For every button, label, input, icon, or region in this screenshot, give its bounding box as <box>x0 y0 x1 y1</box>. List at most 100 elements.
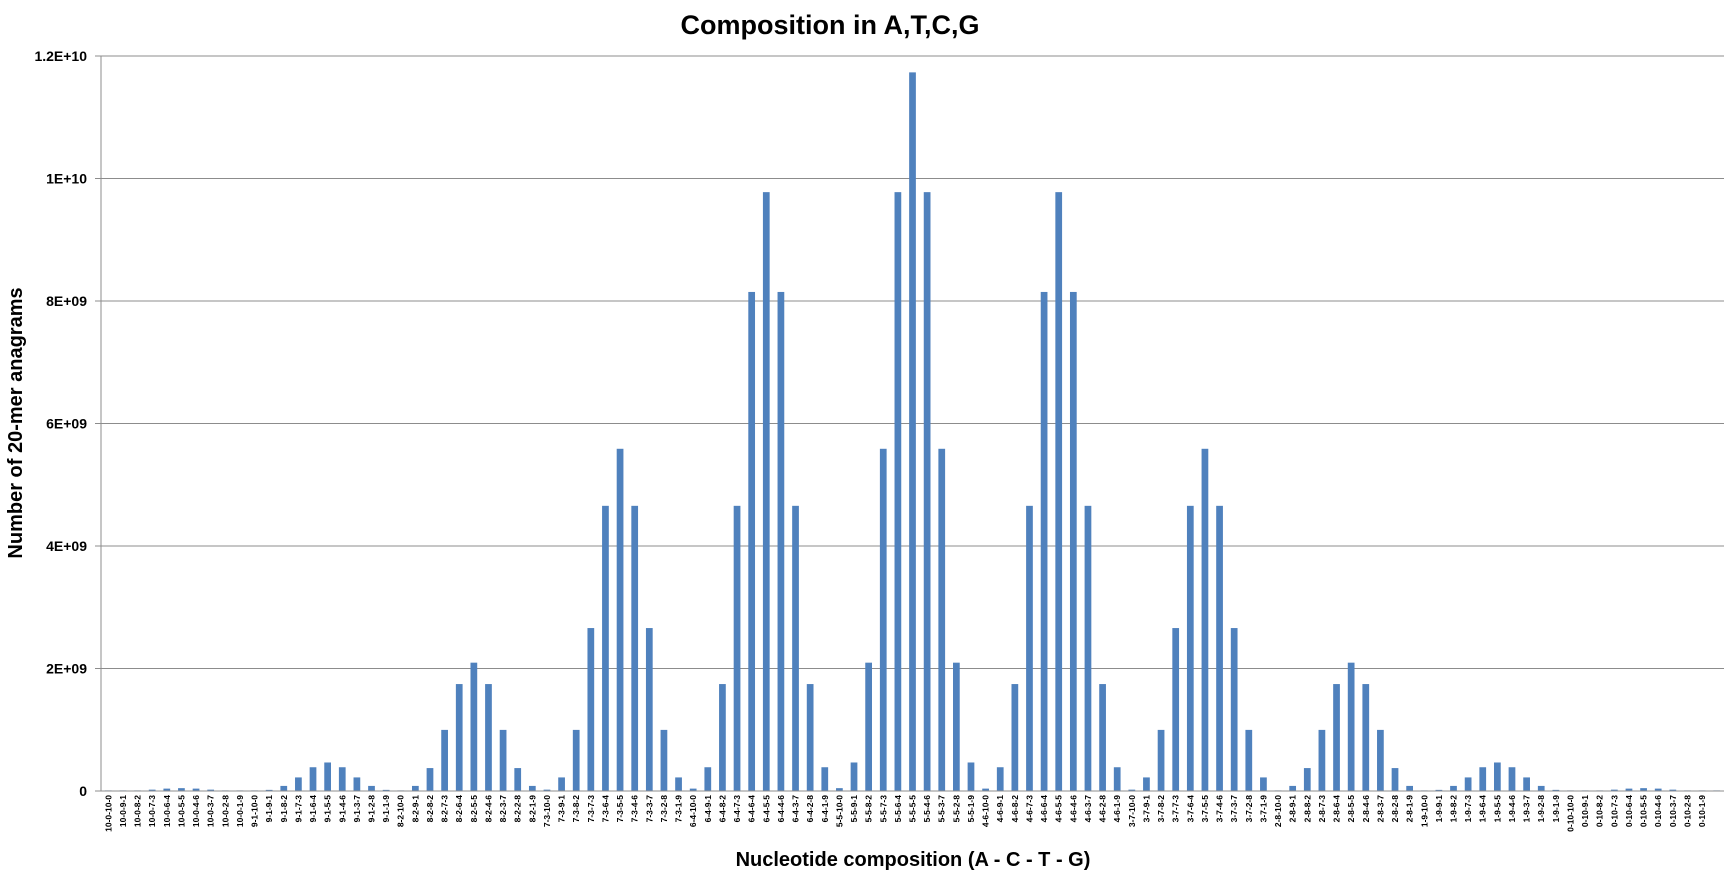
x-tick-label: 7-3-1-9 <box>674 795 684 823</box>
x-tick-label: 5-5-4-6 <box>922 795 932 823</box>
bar-9-1-2-8 <box>368 785 375 791</box>
x-tick-label: 0-10-8-2 <box>1595 795 1605 827</box>
bar-10-0-5-5 <box>178 788 185 791</box>
x-tick-label: 0-10-4-6 <box>1653 795 1663 827</box>
x-tick-label: 8-2-8-2 <box>425 795 435 823</box>
bar-9-1-6-4 <box>309 767 317 791</box>
bar-7-3-4-6 <box>631 505 639 791</box>
x-tick-label: 7-3-3-7 <box>644 795 654 823</box>
x-tick-label: 0-10-2-8 <box>1682 795 1692 827</box>
bar-5-5-2-8 <box>953 662 960 791</box>
x-tick-label: 0-10-10-0 <box>1565 795 1575 832</box>
x-tick-label: 3-7-7-3 <box>1171 795 1181 823</box>
x-tick-label: 1-9-6-4 <box>1478 795 1488 823</box>
x-tick-label: 2-8-8-2 <box>1302 795 1312 823</box>
x-tick-label: 9-1-1-9 <box>381 795 391 823</box>
x-tick-label: 2-8-10-0 <box>1273 795 1283 827</box>
bars <box>104 72 1721 792</box>
bar-2-8-6-4 <box>1333 684 1340 791</box>
bar-3-7-10-0 <box>1128 789 1136 791</box>
x-tick-label: 10-0-9-1 <box>118 795 128 827</box>
bar-7-3-3-7 <box>645 628 653 791</box>
y-axis-ticks: 0 2E+09 4E+09 6E+09 8E+09 1E+10 1.2E+10 <box>34 48 87 799</box>
x-tick-label: 7-3-9-1 <box>557 795 567 823</box>
x-tick-label: 10-0-2-8 <box>220 795 230 827</box>
x-tick-label: 2-8-6-4 <box>1332 795 1342 823</box>
x-tick-label: 10-0-6-4 <box>162 795 172 827</box>
bar-5-5-1-9 <box>967 762 975 791</box>
bar-6-4-7-3 <box>733 505 741 791</box>
x-tick-label: 7-3-6-4 <box>600 795 610 823</box>
y-tick-label: 1.2E+10 <box>34 48 87 64</box>
x-tick-label: 1-9-8-2 <box>1449 795 1459 823</box>
bar-1-9-8-2 <box>1450 785 1457 791</box>
x-tick-label: 9-1-6-4 <box>308 795 318 823</box>
bar-5-5-6-4 <box>894 192 902 791</box>
bar-3-7-9-1 <box>1143 777 1150 791</box>
bar-1-9-9-1 <box>1435 789 1443 791</box>
bar-2-8-4-6 <box>1362 684 1370 791</box>
bar-7-3-6-4 <box>602 505 609 791</box>
x-tick-label: 1-9-4-6 <box>1507 795 1517 823</box>
x-tick-label: 9-1-9-1 <box>264 795 274 823</box>
bar-8-2-6-4 <box>455 684 463 791</box>
bar-8-2-8-2 <box>426 768 434 791</box>
x-tick-label: 2-8-3-7 <box>1375 795 1385 823</box>
x-tick-label: 6-4-1-9 <box>820 795 830 823</box>
x-tick-label: 10-0-1-9 <box>235 795 245 827</box>
x-tick-label: 8-2-10-0 <box>396 795 406 827</box>
x-tick-label: 3-7-5-5 <box>1200 795 1210 823</box>
bar-7-3-5-5 <box>616 448 624 791</box>
x-tick-label: 7-3-2-8 <box>659 795 669 823</box>
x-tick-label: 10-0-7-3 <box>147 795 157 827</box>
x-tick-label: 5-5-8-2 <box>864 795 874 823</box>
bar-3-7-2-8 <box>1245 729 1253 791</box>
x-tick-label: 4-6-7-3 <box>1024 795 1034 823</box>
x-tick-label: 5-5-6-4 <box>893 795 903 823</box>
bar-9-1-3-7 <box>353 777 361 791</box>
bar-7-3-7-3 <box>587 628 595 791</box>
x-tick-label: 8-2-9-1 <box>410 795 420 823</box>
x-tick-label: 2-8-9-1 <box>1288 795 1298 823</box>
x-tick-label: 3-7-4-6 <box>1215 795 1225 823</box>
bar-10-0-7-3 <box>148 789 156 791</box>
bar-1-9-2-8 <box>1537 785 1545 791</box>
x-tick-label: 10-0-8-2 <box>133 795 143 827</box>
x-tick-label: 3-7-10-0 <box>1127 795 1137 827</box>
x-tick-label: 4-6-3-7 <box>1083 795 1093 823</box>
x-axis-ticks: 10-0-10-0 10-0-9-1 10-0-8-2 10-0-7-3 10-0-6-… <box>103 795 1707 832</box>
bar-7-3-1-9 <box>675 777 682 791</box>
x-tick-label: 3-7-6-4 <box>1185 795 1195 823</box>
x-tick-label: 9-1-8-2 <box>279 795 289 823</box>
bar-2-8-2-8 <box>1391 768 1399 791</box>
x-tick-label: 4-6-10-0 <box>981 795 991 827</box>
bar-1-9-6-4 <box>1479 767 1487 791</box>
bar-2-8-5-5 <box>1347 662 1355 791</box>
bar-0-10-7-3 <box>1610 789 1618 791</box>
bar-6-4-9-1 <box>704 767 712 791</box>
x-tick-label: 1-9-2-8 <box>1536 795 1546 823</box>
bar-9-1-4-6 <box>338 767 346 791</box>
bar-1-9-4-6 <box>1508 767 1516 791</box>
x-tick-label: 1-9-1-9 <box>1551 795 1561 823</box>
bar-0-10-3-7 <box>1669 789 1677 791</box>
x-tick-label: 4-6-6-4 <box>1039 795 1049 823</box>
bar-0-10-6-4 <box>1625 788 1633 791</box>
x-tick-label: 1-9-9-1 <box>1434 795 1444 823</box>
bar-9-1-9-1 <box>265 789 273 791</box>
bar-6-4-10-0 <box>689 788 697 791</box>
bar-6-4-8-2 <box>719 684 726 791</box>
bar-5-5-8-2 <box>865 662 872 791</box>
bar-8-2-2-8 <box>514 768 522 791</box>
x-tick-label: 9-1-3-7 <box>352 795 362 823</box>
x-tick-label: 9-1-10-0 <box>250 795 260 827</box>
x-tick-label: 0-10-1-9 <box>1697 795 1707 827</box>
x-tick-label: 7-3-7-3 <box>586 795 596 823</box>
bar-7-3-9-1 <box>558 777 565 791</box>
bar-5-5-5-5 <box>909 72 916 792</box>
bar-7-3-10-0 <box>543 789 551 791</box>
x-tick-label: 9-1-4-6 <box>337 795 347 823</box>
bar-3-7-7-3 <box>1172 628 1180 791</box>
bar-7-3-2-8 <box>660 729 668 791</box>
x-tick-label: 1-9-5-5 <box>1492 795 1502 823</box>
